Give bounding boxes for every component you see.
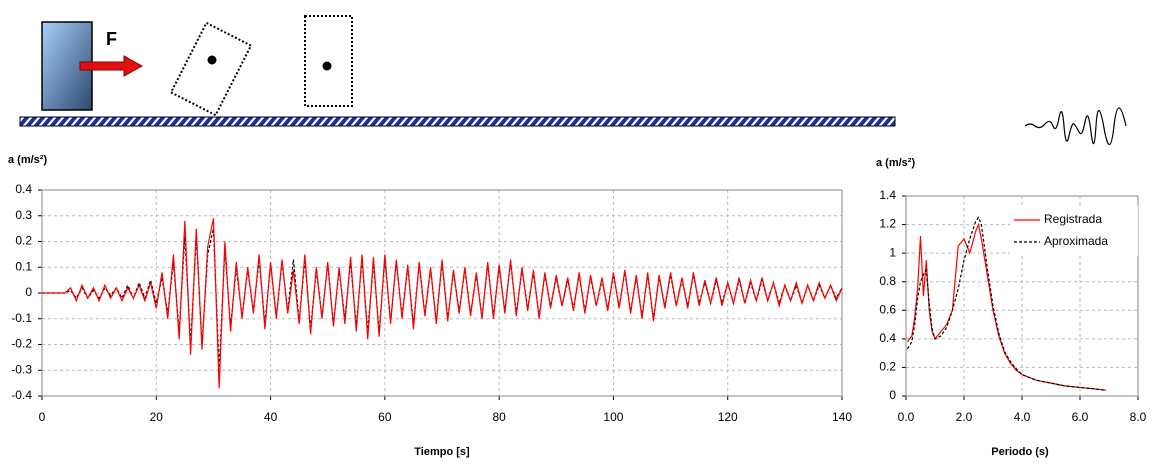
y-tick-label: 0.1: [15, 259, 32, 273]
y-tick-label: 0.8: [879, 274, 896, 288]
x-tick-label: 8.0: [1130, 410, 1147, 424]
y-tick-label: 0.2: [879, 360, 896, 374]
x-tick-label: 60: [378, 410, 392, 424]
y-tick-label: 0: [25, 285, 32, 299]
y-tick-label: 1.2: [879, 217, 896, 231]
y-tick-label: -0.2: [11, 337, 32, 351]
y-tick-label: 0.6: [879, 302, 896, 316]
y-tick-label: 0.4: [15, 182, 32, 196]
data-line: [906, 216, 1107, 391]
mass-center: [322, 61, 332, 71]
y-axis-label: a (m/s²): [8, 154, 47, 166]
y-tick-label: -0.1: [11, 311, 32, 325]
data-line: [42, 228, 843, 371]
y-tick-label: 0: [889, 388, 896, 402]
upright-body: [304, 15, 353, 107]
data-line: [42, 218, 843, 389]
x-tick-label: 2.0: [956, 410, 973, 424]
x-tick-label: 0: [39, 410, 46, 424]
diagram: F: [19, 15, 1127, 146]
legend-label: Registrada: [1044, 212, 1102, 226]
x-tick-label: 4.0: [1014, 410, 1031, 424]
tilted-body: [169, 21, 253, 117]
y-axis-label: a (m/s²): [876, 157, 915, 169]
y-tick-label: 1: [889, 245, 896, 259]
legend-label: Aproximada: [1044, 234, 1108, 248]
x-tick-label: 80: [492, 410, 506, 424]
y-tick-label: -0.3: [11, 362, 32, 376]
legend-box: [1010, 206, 1138, 256]
x-tick-label: 20: [150, 410, 164, 424]
plot-frame: [905, 195, 1139, 397]
force-arrow: [79, 55, 144, 77]
force-label: F: [106, 29, 117, 49]
x-tick-label: 140: [832, 410, 852, 424]
mass-center: [207, 55, 217, 65]
y-tick-label: 0.3: [15, 208, 32, 222]
x-tick-label: 100: [603, 410, 623, 424]
x-axis-label: Tiempo [s]: [414, 446, 470, 458]
y-tick-label: -0.4: [11, 388, 32, 402]
y-tick-label: 0.2: [15, 234, 32, 248]
y-tick-label: 1.4: [879, 188, 896, 202]
ground: [19, 116, 896, 127]
x-tick-label: 120: [718, 410, 738, 424]
x-tick-label: 6.0: [1072, 410, 1089, 424]
x-tick-label: 0.0: [898, 410, 915, 424]
x-axis-label: Periodo (s): [991, 446, 1049, 458]
x-tick-label: 40: [264, 410, 278, 424]
signal-icon: [1024, 107, 1127, 146]
y-tick-label: 0.4: [879, 331, 896, 345]
